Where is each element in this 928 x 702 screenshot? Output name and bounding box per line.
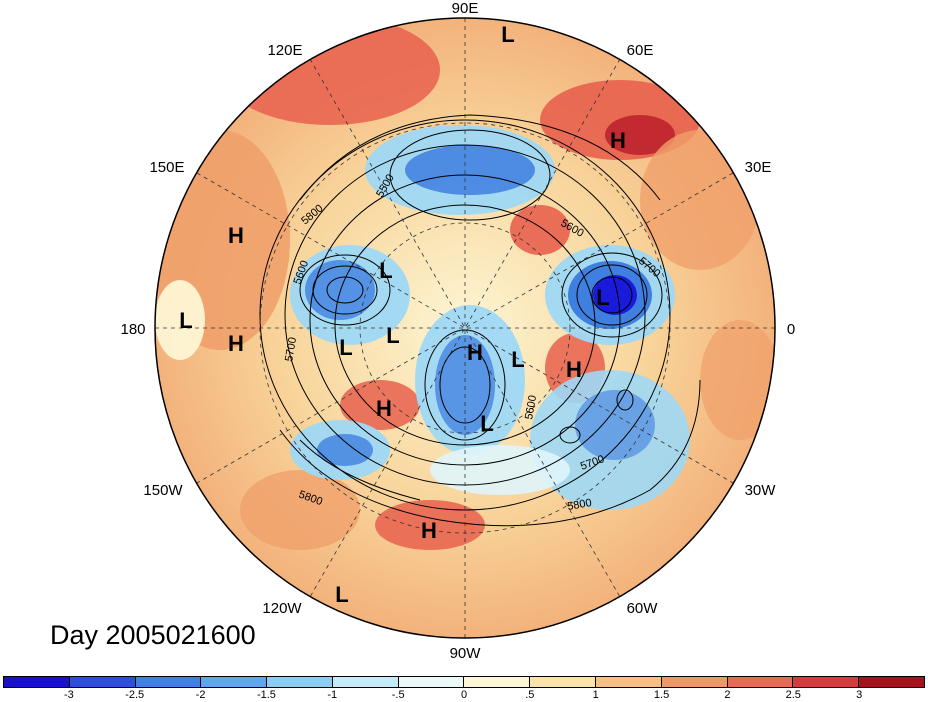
lon-label-30e: 30E <box>745 159 772 176</box>
pressure-center-marker: L <box>501 22 514 47</box>
pressure-center-marker: H <box>421 518 437 543</box>
colorbar-tick-label: -2 <box>195 689 206 701</box>
lon-label-150e: 150E <box>149 159 184 176</box>
colorbar-tick-label: -2.5 <box>125 689 145 701</box>
colorbar-tick-label: -1 <box>327 689 338 701</box>
pressure-center-marker: L <box>386 323 399 348</box>
lon-label-30w: 30W <box>745 482 777 499</box>
colorbar-tick-label: 0 <box>460 689 468 701</box>
colorbar-swatch <box>135 677 202 687</box>
colorbar-tick-label: 2 <box>724 689 731 701</box>
colorbar-swatch <box>859 677 924 687</box>
pressure-center-marker: L <box>339 335 352 360</box>
pressure-center-marker: L <box>480 411 493 436</box>
colorbar-tick-label: 1.5 <box>653 689 670 701</box>
contour-label: 5600 <box>523 394 539 420</box>
lon-label-180: 180 <box>120 321 145 338</box>
colorbar-swatch <box>464 677 531 687</box>
pressure-center-marker: H <box>228 223 244 248</box>
lon-label-0: 0 <box>787 321 795 338</box>
pressure-center-marker: L <box>335 582 348 607</box>
colorbar-tick-label: 3 <box>856 689 863 701</box>
colorbar-tick-label: -3 <box>63 689 74 701</box>
colorbar-ticks: -3 -2.5 -2 -1.5 -1 -.5 0 .5 1 1.5 2 2.5 3 <box>3 689 925 702</box>
lon-label-60w: 60W <box>627 600 659 617</box>
colorbar-tick-label: 1 <box>592 689 599 701</box>
pressure-center-marker: H <box>610 128 626 153</box>
colorbar-tick-label: -1.5 <box>256 689 276 701</box>
colorbar <box>3 676 925 688</box>
colorbar-swatch <box>332 677 399 687</box>
colorbar-swatch <box>661 677 728 687</box>
lon-label-90e: 90E <box>452 0 479 17</box>
contour-label: 5700 <box>283 336 299 362</box>
colorbar-swatch <box>201 677 268 687</box>
colorbar-swatch <box>4 677 70 687</box>
lon-label-150w: 150W <box>143 482 183 499</box>
pressure-center-marker: H <box>566 357 582 382</box>
colorbar-swatch <box>398 677 465 687</box>
colorbar-tick-label: .5 <box>525 689 535 701</box>
map-border <box>154 17 776 639</box>
pressure-center-marker: H <box>467 340 483 365</box>
colorbar-swatch <box>69 677 136 687</box>
pressure-center-marker: L <box>179 308 192 333</box>
lon-label-60e: 60E <box>627 42 654 59</box>
colorbar-swatch <box>793 677 860 687</box>
day-caption: Day 2005021600 <box>50 620 256 650</box>
graticule <box>155 18 775 638</box>
pressure-center-marker: H <box>228 331 244 356</box>
colorbar-swatch <box>596 677 662 687</box>
colorbar-tick-label: 2.5 <box>785 689 801 701</box>
colorbar-swatch <box>267 677 333 687</box>
lon-label-120w: 120W <box>262 600 302 617</box>
colorbar-swatch <box>727 677 794 687</box>
lon-label-120e: 120E <box>267 42 302 59</box>
pressure-center-marker: H <box>376 396 392 421</box>
lon-label-90w: 90W <box>450 645 482 662</box>
pressure-center-marker: L <box>379 258 392 283</box>
contour-label: 5800 <box>566 497 592 513</box>
colorbar-swatch <box>530 677 597 687</box>
colorbar-tick-label: -.5 <box>391 689 405 701</box>
pressure-center-marker: L <box>511 347 524 372</box>
pressure-center-marker: L <box>596 285 609 310</box>
